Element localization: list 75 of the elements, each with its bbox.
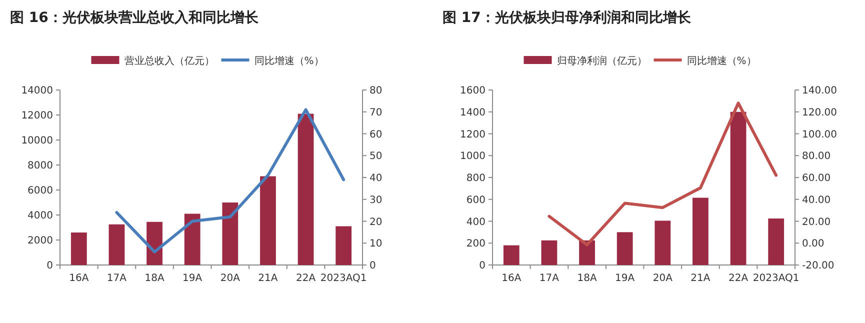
y-tick-label: 12000: [21, 110, 53, 122]
bar: [503, 245, 520, 265]
x-tick-label: 17A: [539, 273, 560, 284]
y-tick-label: 600: [466, 194, 486, 206]
line-series: [115, 108, 346, 254]
bar: [260, 176, 276, 265]
y2-tick-label: 100.00: [802, 129, 837, 140]
line-series: [548, 102, 778, 246]
bar: [336, 226, 352, 265]
y-tick-label: 8000: [28, 160, 53, 172]
y2-tick-label: 80: [370, 86, 382, 96]
y-tick-label: 1400: [460, 107, 486, 118]
y2-tick-label: 60: [370, 129, 382, 140]
bar: [579, 240, 595, 265]
y2-tick-label: 80.00: [802, 151, 831, 162]
x-tick-label: 22A: [728, 273, 748, 284]
y2-tick-label: 40.00: [802, 194, 831, 206]
bar: [730, 112, 746, 265]
x-tick-label: 2023AQ1: [752, 273, 800, 284]
y-tick-label: 1000: [460, 151, 486, 162]
y2-tick-label: 20: [370, 216, 382, 228]
y2-tick-label: 40: [370, 173, 382, 184]
x-tick-label: 21A: [690, 273, 710, 284]
y2-tick-label: 60.00: [802, 173, 831, 184]
x-tick-label: 18A: [577, 273, 597, 284]
bar: [298, 114, 314, 265]
y2-tick-label: 10: [370, 238, 382, 250]
y2-tick-label: 140.00: [802, 86, 837, 96]
y-tick-label: 6000: [28, 186, 53, 196]
bar: [184, 214, 200, 265]
y-tick-label: 400: [466, 216, 486, 228]
y-tick-label: 1600: [460, 86, 486, 96]
y2-tick-label: 50: [370, 151, 382, 162]
y-tick-label: 2000: [28, 236, 53, 246]
legend-label: 归母净利润（亿元）: [556, 55, 647, 67]
y-tick-label: 800: [466, 173, 486, 184]
bar: [541, 240, 558, 265]
chart-title: 图 17：光伏板块归母净利润和同比增长: [442, 9, 692, 26]
y-tick-label: 4000: [28, 210, 53, 222]
y2-tick-label: 120.00: [802, 107, 837, 118]
legend-label: 同比增速（%）: [686, 55, 756, 67]
x-tick-label: 19A: [182, 273, 202, 284]
x-tick-label: 21A: [258, 273, 278, 284]
x-tick-label: 17A: [106, 273, 127, 284]
y2-tick-label: 0: [370, 260, 376, 272]
legend-label: 同比增速（%）: [254, 55, 324, 67]
y-tick-label: 0: [479, 260, 486, 272]
chart-title: 图 16：光伏板块营业总收入和同比增长: [10, 10, 260, 26]
bar: [692, 198, 708, 265]
x-tick-label: 20A: [652, 273, 673, 284]
x-tick-label: 22A: [296, 273, 316, 284]
x-tick-label: 2023AQ1: [320, 273, 367, 284]
y2-tick-label: 70: [370, 107, 382, 118]
x-tick-label: 16A: [502, 273, 522, 284]
x-tick-label: 20A: [220, 273, 240, 284]
bar: [70, 232, 87, 265]
x-tick-label: 16A: [69, 273, 89, 284]
y-tick-label: 200: [466, 238, 486, 250]
y-tick-label: 14000: [21, 86, 53, 96]
bar: [616, 232, 633, 265]
y-tick-label: 0: [46, 260, 53, 272]
bar: [108, 224, 125, 265]
y2-tick-label: 20.00: [802, 216, 831, 228]
bar: [222, 202, 238, 265]
x-tick-label: 18A: [144, 273, 164, 284]
legend-label: 营业总收入（亿元）: [124, 55, 214, 67]
bar: [768, 218, 784, 265]
bar: [654, 220, 671, 265]
y2-tick-label: -20.00: [802, 260, 834, 272]
y2-tick-label: 0.00: [802, 238, 824, 250]
bar: [146, 222, 162, 265]
y2-tick-label: 30: [370, 194, 382, 206]
y-tick-label: 10000: [21, 136, 53, 146]
y-tick-label: 1200: [460, 129, 486, 140]
x-tick-label: 19A: [615, 273, 635, 284]
